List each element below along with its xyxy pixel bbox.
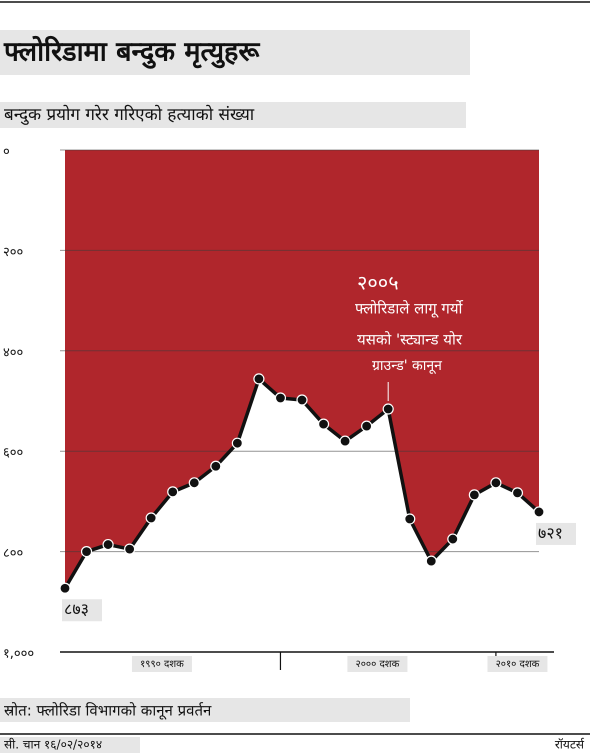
- y-tick-label: ०: [3, 145, 10, 160]
- point: [102, 538, 114, 551]
- point: [167, 486, 179, 498]
- y-tick-label: ८००: [3, 546, 23, 561]
- point: [511, 487, 524, 499]
- chart-title: फ्लोरिडामा बन्दुक मृत्युहरू: [3, 36, 260, 70]
- subtitle-box: [0, 102, 466, 128]
- annotation-text: ग्राउन्ड' कानून: [372, 358, 442, 374]
- x-label-box: [131, 656, 192, 672]
- y-tick-label: २००: [3, 245, 23, 260]
- point: [124, 543, 136, 555]
- x-tick-label: २००० दशक: [356, 659, 400, 670]
- x-tick-label: १९९० दशक: [140, 659, 184, 670]
- publisher: रॉयटर्स: [555, 738, 585, 752]
- value-label-box: [62, 599, 102, 622]
- credit: सी. चान १६/०२/२०१४: [4, 738, 102, 752]
- point: [361, 420, 373, 432]
- area: [65, 150, 539, 589]
- source: स्रोत: फ्लोरिडा विभागको कानून प्रवर्तन: [4, 702, 212, 721]
- point: [188, 477, 200, 489]
- point: [210, 460, 222, 472]
- point: [231, 437, 243, 449]
- annotation-text: फ्लोरिडाले लागू गर्यो: [355, 300, 464, 319]
- point: [145, 512, 157, 524]
- source-box: [0, 698, 410, 722]
- point: [274, 392, 287, 404]
- point: [468, 489, 480, 501]
- point: [317, 418, 330, 430]
- point: [339, 435, 351, 447]
- point: [382, 403, 394, 415]
- value-label: ७२१: [538, 523, 563, 542]
- x-tick-label: २०१० दशक: [496, 659, 540, 670]
- annotation-text: २००५: [357, 271, 399, 295]
- y-tick-label: ४००: [3, 345, 23, 360]
- plot: ० २०० ४०० ६०० ८०० १,००० १९९० दशक २००० दशक २०१० द…: [3, 145, 576, 672]
- y-tick-label: १,०००: [3, 647, 34, 662]
- point: [533, 506, 545, 518]
- x-label-box: [487, 656, 548, 672]
- value-label: ८७३: [64, 600, 89, 619]
- y-tick-label: ६००: [3, 446, 23, 461]
- point: [490, 477, 502, 489]
- point: [425, 555, 437, 567]
- point: [253, 373, 265, 385]
- chart-subtitle: बन्दुक प्रयोग गरेर गरिएको हत्याको संख्या: [4, 104, 255, 125]
- point: [59, 582, 71, 594]
- credit-box: [0, 737, 140, 753]
- point: [404, 513, 416, 525]
- point: [80, 545, 93, 558]
- value-label-box: [536, 522, 576, 545]
- annotation-text: यसको 'स्ट्यान्ड योर: [357, 331, 463, 349]
- x-label-box: [347, 656, 408, 672]
- point: [447, 533, 459, 545]
- title-box: [0, 30, 470, 75]
- point: [296, 394, 308, 406]
